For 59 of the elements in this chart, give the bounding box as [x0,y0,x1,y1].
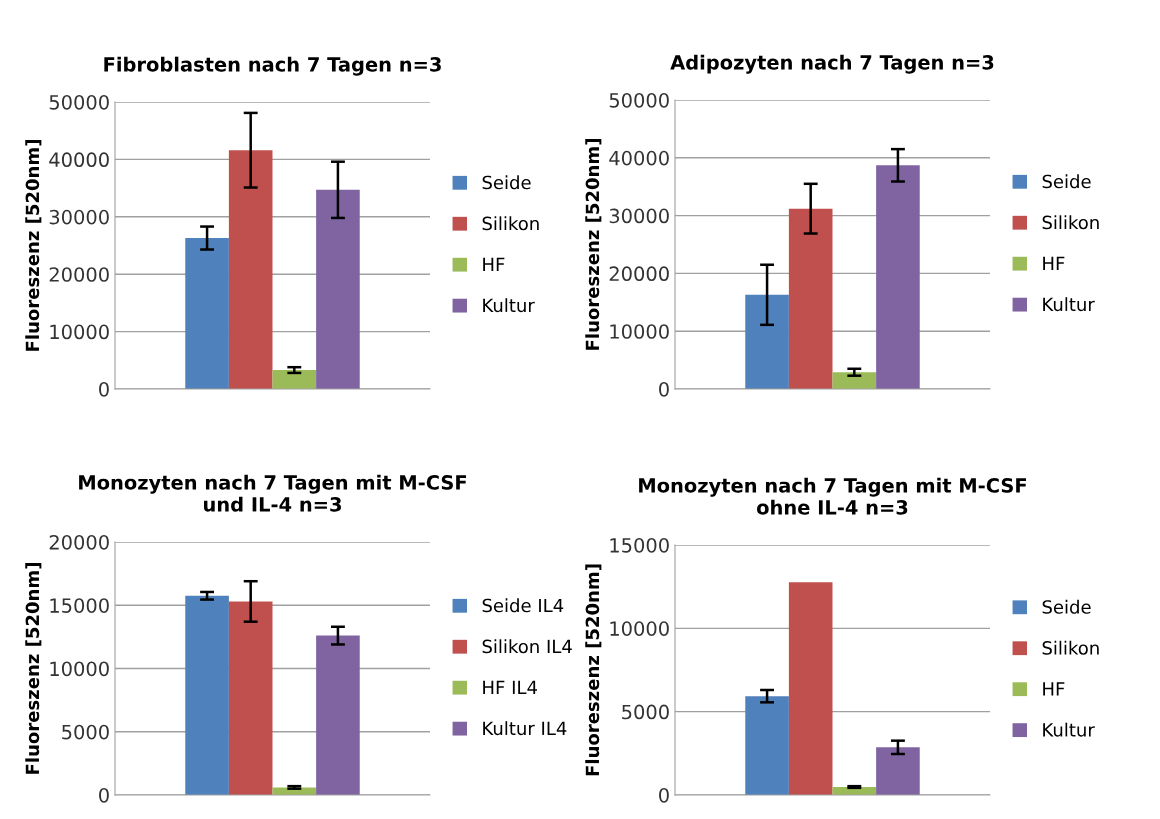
legend-label: Kultur IL4 [483,721,567,736]
legend-label: Kultur [1043,722,1095,737]
legend-label: Silikon IL4 [482,639,572,654]
chart-title: Monozyten nach 7 Tagen mit M-CSF ohne IL-4 n=3 [639,477,1027,515]
y-tick-label: 20000 [609,266,669,282]
bar [876,165,920,389]
bar [745,696,789,795]
y-tick-label: 5000 [62,724,109,740]
bar [185,595,229,795]
legend-label: Seide [482,175,531,190]
bar [316,189,360,389]
y-tick-label: 15000 [50,598,109,613]
y-axis-title: Fluoreszenz [520nm] [585,139,602,350]
bar [788,208,833,389]
y-tick-label: 20000 [49,534,109,550]
legend-label: Silikon [482,216,539,231]
legend-label: HF [483,257,505,271]
y-tick-label: 10000 [50,661,109,677]
y-tick-label: 30000 [609,208,669,224]
y-tick-label: 40000 [609,150,669,166]
bar [745,294,789,389]
bar [788,582,833,795]
chart-title: Fibroblasten nach 7 Tagen n=3 [104,56,441,76]
y-tick-label: 0 [99,787,109,803]
bar [272,370,317,389]
legend-label: Seide [1042,599,1091,614]
y-tick-label: 10000 [50,324,109,340]
legend-label: HF [1043,256,1065,270]
bar [228,150,273,389]
chart-title: Adipozyten nach 7 Tagen n=3 [670,54,994,74]
y-tick-label: 10000 [610,324,669,339]
legend-label: HF [1043,682,1065,696]
y-tick-label: 0 [99,381,109,397]
legend-label: Seide IL4 [482,598,564,613]
legend-label: HF IL4 [483,680,537,694]
bar [832,372,877,389]
y-tick-label: 0 [659,381,669,397]
y-tick-label: 50000 [49,94,109,110]
y-axis-title: Fluoreszenz [520nm] [25,563,42,774]
y-axis-title: Fluoreszenz [520nm] [585,564,602,776]
bar [228,601,273,795]
legend-label: Seide [1042,174,1091,189]
legend-label: Silikon [1042,215,1099,230]
bar [876,747,920,795]
bar [316,635,360,795]
y-axis-title: Fluoreszenz [520nm] [25,140,42,351]
y-tick-label: 0 [659,787,669,803]
chart-title: Monozyten nach 7 Tagen mit M-CSF und IL-4 n=3 [79,474,467,512]
legend-label: Kultur [483,298,535,313]
y-tick-label: 5000 [622,704,669,720]
y-tick-label: 30000 [49,209,109,225]
bar [185,238,229,389]
legend-label: Kultur [1043,297,1095,312]
y-tick-label: 50000 [609,92,669,108]
y-tick-label: 15000 [610,537,669,553]
y-tick-label: 10000 [610,621,669,636]
y-tick-label: 40000 [49,152,109,168]
y-tick-label: 20000 [49,267,109,282]
legend-label: Silikon [1042,640,1099,655]
